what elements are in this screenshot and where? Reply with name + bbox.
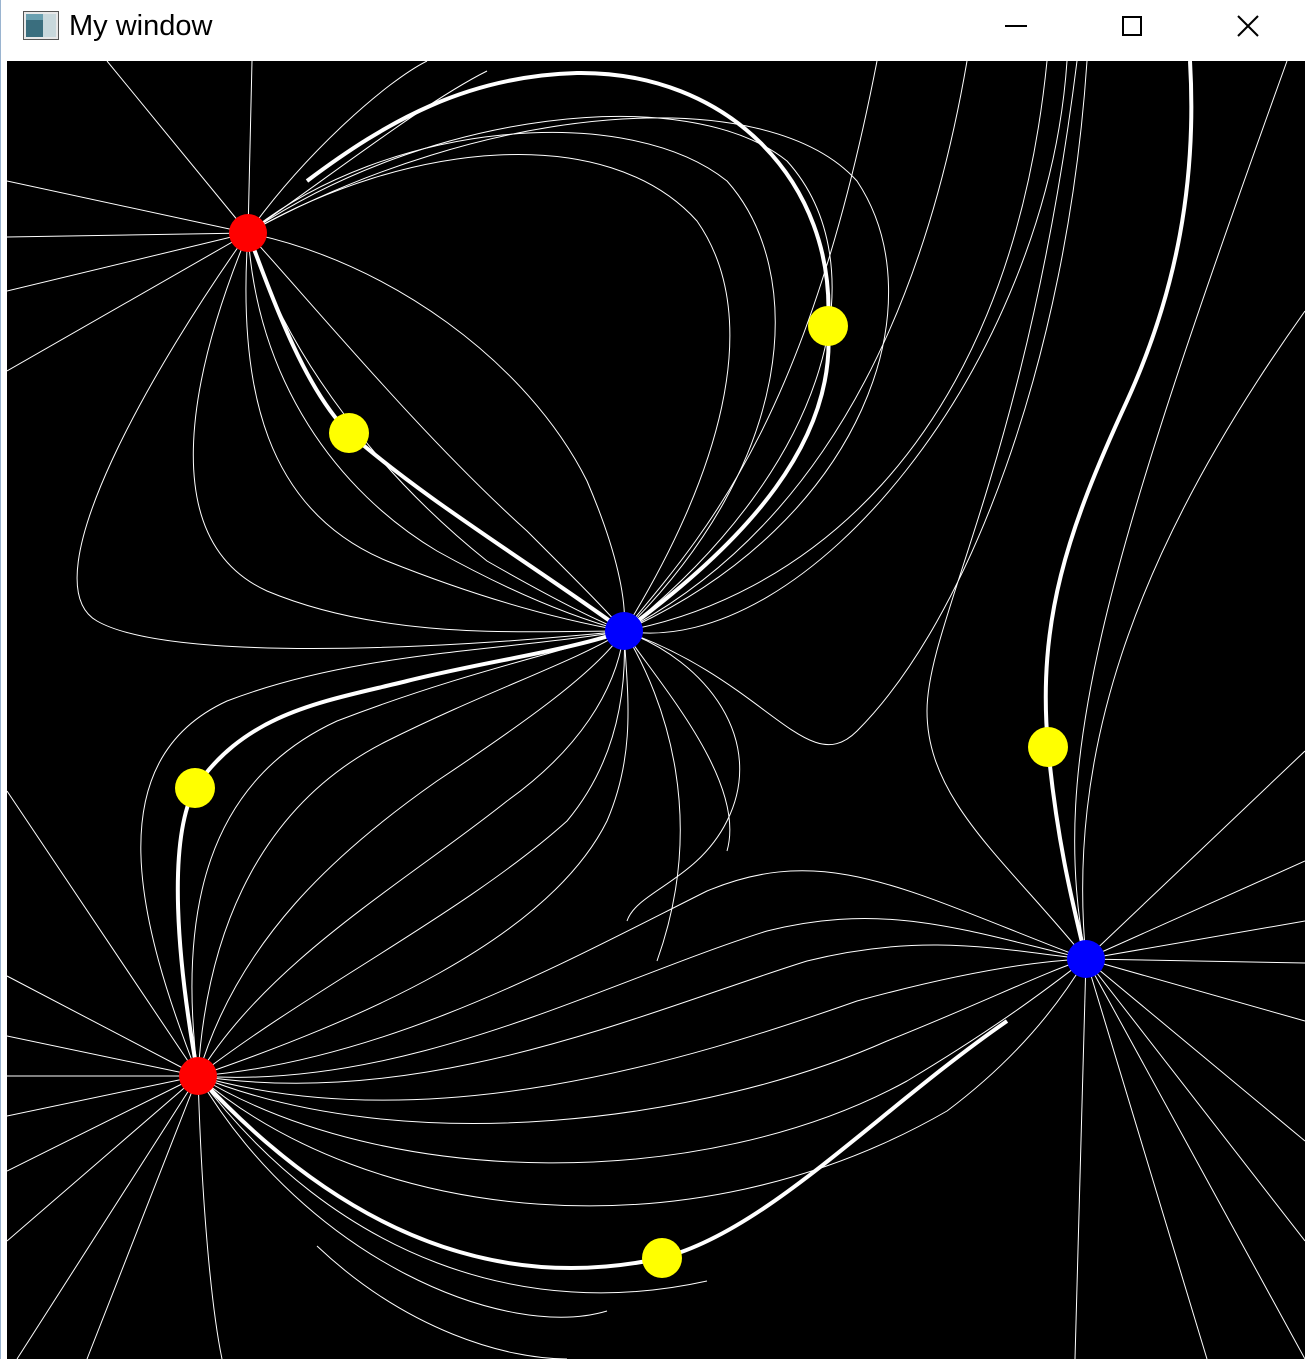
minimize-button[interactable] <box>958 0 1074 52</box>
window-app-icon <box>23 11 59 40</box>
maximize-icon <box>1122 16 1142 36</box>
probe-dot-5[interactable] <box>642 1238 682 1278</box>
close-button[interactable] <box>1190 0 1306 52</box>
field-canvas[interactable] <box>7 61 1305 1359</box>
probe-dot-3[interactable] <box>175 768 215 808</box>
probe-dot-1[interactable] <box>808 306 848 346</box>
probes <box>175 306 1068 1278</box>
negative-charge-2[interactable] <box>1067 940 1105 978</box>
field-lines <box>7 61 1305 1359</box>
window-title: My window <box>69 10 213 42</box>
field-lines-drawing <box>7 61 1305 1359</box>
positive-charge-2[interactable] <box>179 1057 217 1095</box>
positive-charge-1[interactable] <box>229 214 267 252</box>
probe-dot-2[interactable] <box>329 413 369 453</box>
close-icon <box>1237 15 1259 37</box>
negative-charge-1[interactable] <box>605 612 643 650</box>
maximize-button[interactable] <box>1074 0 1190 52</box>
title-bar[interactable]: My window <box>1 0 1309 56</box>
minimize-icon <box>1005 25 1027 27</box>
charges <box>179 214 1105 1095</box>
probe-dot-4[interactable] <box>1028 727 1068 767</box>
probe-streamlines <box>175 61 1194 1271</box>
